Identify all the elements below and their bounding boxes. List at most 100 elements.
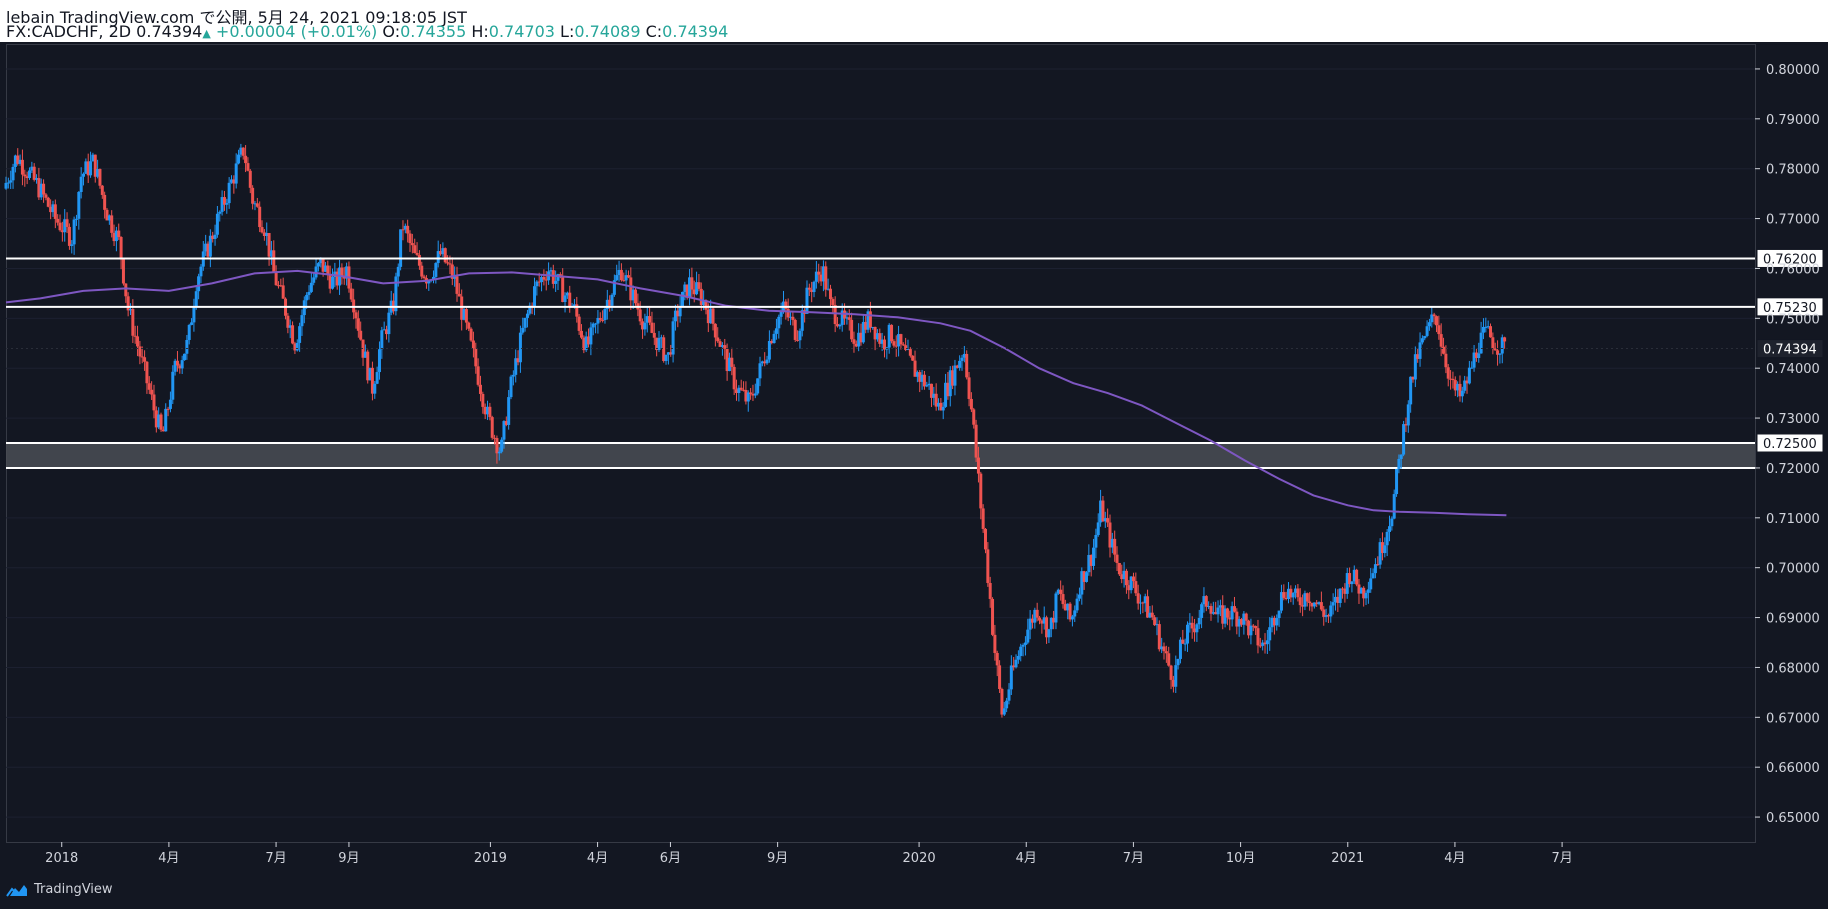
high-value: 0.74703: [488, 22, 555, 41]
candle-down: [1124, 570, 1128, 586]
candle-up: [880, 339, 884, 344]
candle-up: [1279, 592, 1283, 611]
candle-up: [1338, 588, 1342, 603]
candle-down: [464, 309, 468, 323]
candle-up: [1456, 383, 1460, 391]
candle-down: [641, 321, 645, 330]
candle-up: [330, 276, 334, 289]
candle-up: [1397, 458, 1401, 470]
candle-up: [845, 317, 849, 319]
moving-average-line: [5, 269, 1507, 517]
support-zone: [6, 443, 1755, 468]
candle-up: [375, 372, 379, 384]
candle-up: [584, 336, 588, 351]
candle-down: [121, 259, 125, 284]
x-tick-label: 2018: [45, 851, 78, 866]
candle-up: [13, 155, 17, 167]
candle-up: [1423, 335, 1427, 339]
candle-down: [483, 406, 487, 415]
zone-label: 0.72500: [1763, 437, 1817, 452]
candle-down: [1263, 642, 1267, 645]
candle-up: [875, 333, 879, 340]
candle-up: [1425, 326, 1429, 336]
candle-down: [706, 309, 710, 324]
candle-down: [385, 329, 389, 335]
candle-up: [403, 225, 407, 230]
candle-up: [1479, 332, 1483, 354]
candle-down: [629, 277, 633, 301]
candle-down: [864, 321, 868, 330]
candle-down: [58, 222, 62, 231]
candle-down: [152, 394, 156, 411]
candle-down: [446, 262, 450, 264]
candle-down: [929, 383, 933, 398]
price-chart[interactable]: 0.76200 0.75230 0.72500 0.74394 0.80000 0.79…: [0, 0, 1828, 873]
candle-down: [1030, 618, 1034, 623]
candle-down: [1465, 380, 1469, 384]
candle-down: [913, 360, 917, 377]
candle-down: [770, 340, 774, 344]
candle-down: [676, 310, 680, 317]
candle-down: [450, 264, 454, 279]
candle-up: [215, 213, 219, 235]
candle-up: [962, 353, 966, 358]
candle-down: [154, 410, 158, 428]
candle-up: [312, 277, 316, 283]
tradingview-logo[interactable]: TradingView: [6, 882, 113, 897]
candle-up: [269, 250, 273, 257]
candle-down: [901, 344, 905, 346]
last-price-label: 0.74394: [1763, 343, 1817, 358]
candle-down: [103, 194, 107, 210]
candle-down: [742, 389, 746, 391]
candle-up: [234, 163, 238, 184]
candle-up: [1155, 624, 1159, 626]
candle-up: [737, 387, 741, 393]
candle-up: [1418, 342, 1422, 359]
candle-up: [958, 360, 962, 368]
candle-down: [1089, 554, 1093, 566]
candle-down: [751, 393, 755, 396]
candle-down: [293, 343, 297, 351]
candle-up: [906, 349, 910, 351]
candle-up: [1402, 424, 1406, 455]
candle-up: [657, 338, 661, 351]
candle-up: [840, 310, 844, 325]
x-tick-label: 4月: [587, 851, 608, 866]
candle-up: [192, 306, 196, 323]
candle-up: [1183, 643, 1187, 645]
candle-up: [826, 288, 830, 290]
candle-up: [11, 166, 15, 181]
candle-down: [587, 336, 591, 345]
candle-down: [349, 288, 353, 300]
candle-up: [1007, 689, 1011, 701]
candle-up: [1066, 603, 1070, 611]
candle-down: [1296, 588, 1300, 598]
candle-up: [1345, 573, 1349, 594]
candle-up: [373, 383, 377, 394]
candle-up: [1409, 376, 1413, 405]
candle-up: [1287, 588, 1291, 599]
candle-up: [1042, 617, 1046, 624]
candle-down: [20, 159, 24, 175]
candle-down: [1439, 334, 1443, 347]
candle-up: [1291, 592, 1295, 598]
candle-up: [624, 275, 628, 281]
candle-down: [697, 282, 701, 289]
candle-down: [1108, 522, 1112, 548]
candle-up: [612, 280, 616, 295]
symbol-name[interactable]: FX:CADCHF, 2D: [6, 22, 132, 41]
candle-up: [589, 327, 593, 345]
candle-up: [925, 385, 929, 387]
candle-down: [969, 398, 973, 410]
candle-up: [1498, 353, 1502, 355]
candle-up: [396, 266, 400, 277]
candle-down: [1232, 606, 1236, 612]
x-tick-label: 4月: [158, 851, 179, 866]
candle-up: [1087, 554, 1091, 573]
candle-up: [183, 353, 187, 361]
candle-down: [274, 272, 278, 286]
candle-up: [1413, 354, 1417, 380]
up-arrow-icon: ▲: [202, 27, 211, 40]
candle-up: [1352, 569, 1356, 582]
candle-down: [899, 334, 903, 345]
